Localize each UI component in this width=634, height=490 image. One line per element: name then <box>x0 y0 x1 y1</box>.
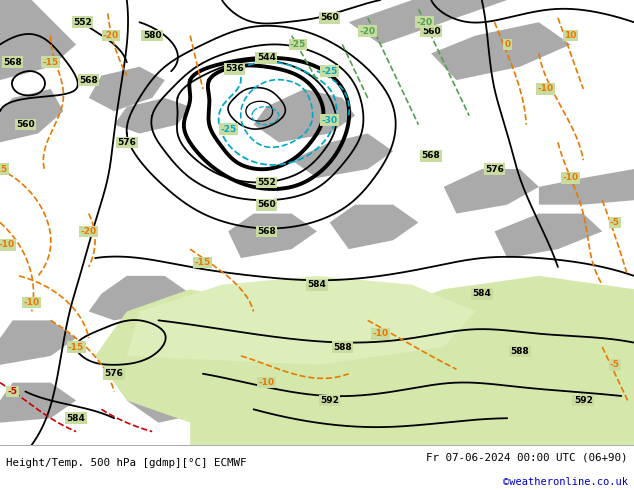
Polygon shape <box>127 374 254 423</box>
Text: -5: -5 <box>610 360 620 369</box>
Text: 552: 552 <box>73 18 92 27</box>
Polygon shape <box>539 169 634 205</box>
Text: -20: -20 <box>359 26 376 36</box>
Text: 568: 568 <box>79 75 98 85</box>
Text: 568: 568 <box>422 151 441 160</box>
Text: ©weatheronline.co.uk: ©weatheronline.co.uk <box>503 477 628 487</box>
Polygon shape <box>292 133 393 178</box>
Text: 536: 536 <box>225 65 244 74</box>
Polygon shape <box>127 276 476 365</box>
Text: 576: 576 <box>105 369 124 378</box>
Text: Height/Temp. 500 hPa [gdmp][°C] ECMWF: Height/Temp. 500 hPa [gdmp][°C] ECMWF <box>6 458 247 468</box>
Polygon shape <box>89 276 190 320</box>
Polygon shape <box>349 0 507 45</box>
Polygon shape <box>254 89 355 143</box>
Text: -5: -5 <box>610 218 620 227</box>
Text: 560: 560 <box>257 200 276 209</box>
Text: -10: -10 <box>537 84 553 94</box>
Text: 588: 588 <box>333 343 352 351</box>
Polygon shape <box>507 409 634 436</box>
Text: -10: -10 <box>258 378 275 387</box>
Polygon shape <box>330 205 418 249</box>
Text: 560: 560 <box>16 120 35 129</box>
Text: 560: 560 <box>320 13 339 23</box>
Text: 584: 584 <box>307 280 327 289</box>
Text: -20: -20 <box>81 227 97 236</box>
Text: 568: 568 <box>3 58 22 67</box>
Polygon shape <box>431 22 571 80</box>
Polygon shape <box>495 214 602 258</box>
Text: 580: 580 <box>143 31 162 40</box>
Polygon shape <box>0 383 76 423</box>
Text: -25: -25 <box>321 67 338 75</box>
Text: -10: -10 <box>0 240 15 249</box>
Text: -15: -15 <box>0 165 8 173</box>
Text: -25: -25 <box>290 40 306 49</box>
Polygon shape <box>0 89 63 143</box>
Text: 568: 568 <box>257 227 276 236</box>
Text: -30: -30 <box>321 116 338 124</box>
Text: Fr 07-06-2024 00:00 UTC (06+90): Fr 07-06-2024 00:00 UTC (06+90) <box>426 453 628 463</box>
Text: -5: -5 <box>8 387 18 396</box>
Text: -15: -15 <box>42 58 59 67</box>
Text: -10: -10 <box>23 298 40 307</box>
Text: 588: 588 <box>510 347 529 356</box>
Text: 584: 584 <box>67 414 86 423</box>
Polygon shape <box>114 98 190 133</box>
Polygon shape <box>317 392 444 436</box>
Text: 592: 592 <box>574 396 593 405</box>
Text: -20: -20 <box>103 31 119 40</box>
Text: -25: -25 <box>220 124 236 134</box>
Text: 592: 592 <box>320 396 339 405</box>
Text: -10: -10 <box>562 173 579 182</box>
Text: 0: 0 <box>504 40 510 49</box>
Polygon shape <box>95 276 634 445</box>
Polygon shape <box>0 320 76 365</box>
Text: -20: -20 <box>417 18 433 27</box>
Text: -15: -15 <box>68 343 84 351</box>
Text: 576: 576 <box>117 138 136 147</box>
Polygon shape <box>0 0 76 80</box>
Text: -15: -15 <box>195 258 211 267</box>
Text: 576: 576 <box>485 165 504 173</box>
Text: -10: -10 <box>372 329 389 338</box>
Text: 544: 544 <box>257 53 276 62</box>
Polygon shape <box>89 67 165 111</box>
Text: 560: 560 <box>422 26 441 36</box>
Text: 10: 10 <box>564 31 577 40</box>
Text: 584: 584 <box>472 289 491 298</box>
Text: 552: 552 <box>257 178 276 187</box>
Polygon shape <box>228 214 317 258</box>
Polygon shape <box>444 169 539 214</box>
